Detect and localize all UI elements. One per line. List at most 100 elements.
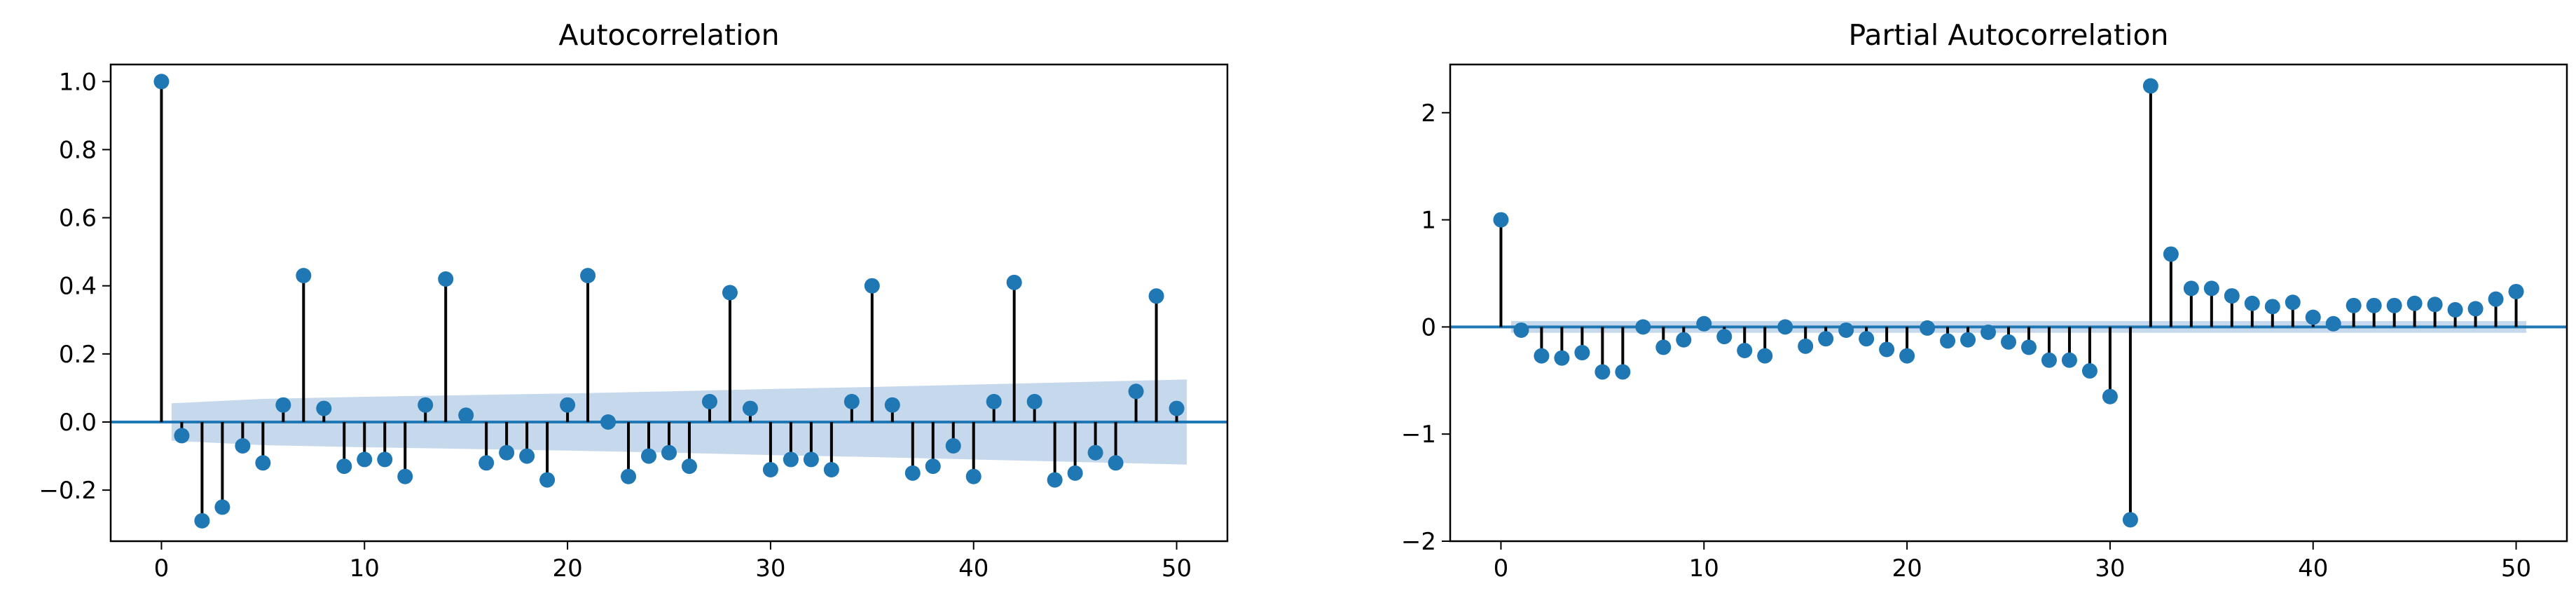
pacf-marker-lag-7 — [1635, 319, 1651, 335]
acf-marker-lag-48 — [1128, 383, 1144, 400]
pacf-xtick-label: 10 — [1689, 555, 1719, 583]
acf-marker-lag-13 — [418, 397, 434, 413]
pacf-marker-lag-12 — [1737, 343, 1753, 358]
acf-marker-lag-10 — [357, 451, 373, 468]
pacf-marker-lag-40 — [2305, 309, 2321, 325]
pacf-marker-lag-3 — [1554, 350, 1570, 366]
acf-plot: Autocorrelation 0 10 20 30 40 50 −0.2 0.0 0.2 0.… — [39, 18, 1229, 583]
acf-marker-lag-50 — [1169, 400, 1185, 416]
acf-marker-lag-28 — [722, 285, 738, 301]
acf-marker-lag-31 — [783, 451, 799, 468]
acf-marker-lag-0 — [153, 74, 170, 90]
pacf-ytick-label: 1 — [1421, 207, 1436, 235]
pacf-marker-lag-34 — [2183, 280, 2199, 297]
pacf-marker-lag-23 — [1960, 332, 1976, 348]
acf-axes-frame — [109, 63, 1229, 543]
acf-marker-lag-7 — [296, 268, 312, 284]
pacf-marker-lag-41 — [2325, 315, 2341, 332]
acf-marker-lag-1 — [174, 428, 190, 444]
acf-marker-lag-47 — [1108, 455, 1124, 471]
pacf-ytick-label: 0 — [1421, 313, 1436, 341]
acf-marker-lag-21 — [580, 268, 596, 284]
pacf-marker-lag-29 — [2081, 363, 2098, 379]
pacf-marker-lag-15 — [1798, 338, 1814, 354]
acf-xtick-label: 50 — [1162, 555, 1192, 583]
acf-marker-lag-12 — [397, 468, 413, 484]
acf-ytick-label: 1.0 — [59, 68, 97, 96]
acf-ytick-label: −0.2 — [39, 477, 97, 505]
pacf-marker-lag-0 — [1493, 212, 1509, 228]
pacf-axes-frame — [1449, 63, 2568, 543]
pacf-marker-lag-28 — [2061, 352, 2077, 368]
acf-ytick-label: 0.4 — [59, 273, 97, 301]
pacf-marker-lag-35 — [2203, 280, 2219, 297]
acf-xtick-label: 0 — [154, 555, 170, 583]
pacf-marker-lag-8 — [1655, 339, 1672, 355]
acf-ytick-label: 0.6 — [59, 205, 97, 233]
pacf-marker-lag-19 — [1879, 341, 1895, 358]
acf-marker-lag-22 — [600, 414, 617, 430]
pacf-marker-lag-38 — [2264, 299, 2280, 315]
pacf-ytick-label: −2 — [1401, 528, 1436, 556]
acf-marker-lag-19 — [539, 472, 556, 488]
pacf-marker-lag-49 — [2488, 291, 2504, 307]
pacf-ytick-label: 2 — [1421, 100, 1436, 128]
acf-marker-lag-37 — [904, 465, 921, 481]
pacf-marker-lag-4 — [1574, 345, 1590, 361]
acf-marker-lag-45 — [1067, 465, 1083, 481]
pacf-marker-lag-36 — [2224, 288, 2240, 304]
acf-marker-lag-36 — [884, 397, 900, 413]
acf-marker-lag-11 — [377, 451, 393, 468]
acf-marker-lag-2 — [194, 512, 210, 529]
pacf-xtick-label: 40 — [2298, 555, 2328, 583]
acf-marker-lag-18 — [519, 448, 535, 464]
acf-xtick-label: 10 — [350, 555, 380, 583]
pacf-marker-lag-50 — [2508, 283, 2524, 299]
acf-marker-lag-44 — [1047, 472, 1063, 488]
pacf-marker-lag-2 — [1534, 348, 1550, 364]
pacf-marker-lag-24 — [1981, 325, 1997, 341]
acf-marker-lag-43 — [1026, 393, 1042, 409]
acf-xtick-label: 30 — [755, 555, 785, 583]
pacf-marker-lag-10 — [1696, 315, 1712, 332]
acf-marker-lag-9 — [336, 458, 352, 475]
acf-ytick-label: 0.0 — [59, 409, 97, 437]
pacf-marker-lag-43 — [2366, 297, 2382, 313]
pacf-marker-lag-37 — [2244, 295, 2260, 311]
acf-xtick-label: 20 — [552, 555, 582, 583]
acf-marker-lag-24 — [641, 448, 657, 464]
pacf-marker-lag-6 — [1615, 364, 1631, 380]
pacf-marker-lag-14 — [1777, 319, 1793, 335]
pacf-marker-lag-46 — [2427, 297, 2443, 313]
pacf-marker-lag-17 — [1838, 322, 1854, 338]
acf-marker-lag-38 — [925, 458, 941, 475]
acf-marker-lag-8 — [316, 400, 332, 416]
acf-title: Autocorrelation — [558, 18, 779, 52]
acf-marker-lag-33 — [823, 462, 839, 477]
acf-marker-lag-39 — [945, 438, 961, 454]
pacf-marker-lag-5 — [1594, 364, 1611, 380]
pacf-marker-lag-39 — [2285, 294, 2301, 311]
acf-ytick-label: 0.8 — [59, 136, 97, 164]
acf-marker-lag-30 — [762, 462, 778, 477]
acf-xtick-label: 40 — [958, 555, 989, 583]
pacf-marker-lag-33 — [2163, 246, 2179, 262]
acf-marker-lag-25 — [661, 444, 677, 461]
pacf-ytick-label: −1 — [1401, 421, 1436, 449]
acf-marker-lag-6 — [275, 397, 291, 413]
pacf-marker-lag-13 — [1757, 348, 1773, 364]
pacf-marker-lag-30 — [2102, 388, 2118, 404]
pacf-marker-lag-31 — [2122, 512, 2138, 528]
pacf-plot: Partial Autocorrelation 0 10 20 30 40 50 −2−1… — [1401, 18, 2568, 583]
pacf-marker-lag-9 — [1676, 332, 1692, 348]
pacf-marker-lag-47 — [2447, 301, 2463, 318]
acf-marker-lag-5 — [255, 455, 271, 471]
pacf-marker-lag-32 — [2142, 78, 2158, 94]
pacf-marker-lag-16 — [1818, 331, 1834, 347]
acf-marker-lag-29 — [742, 400, 758, 416]
acf-marker-lag-15 — [458, 407, 474, 423]
pacf-marker-lag-20 — [1899, 348, 1915, 364]
pacf-marker-lag-26 — [2020, 339, 2037, 355]
acf-marker-lag-14 — [438, 271, 454, 287]
acf-marker-lag-23 — [621, 468, 637, 484]
